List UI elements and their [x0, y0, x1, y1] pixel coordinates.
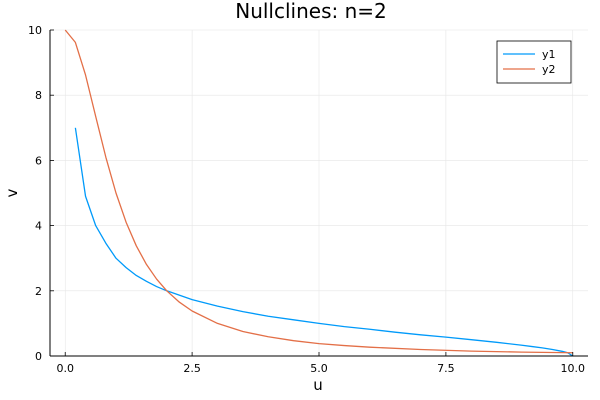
legend-box: [496, 40, 572, 84]
y-tick-label: 10: [28, 24, 42, 37]
series-line-y2: [64, 29, 573, 354]
tick-layer: 0.0 2.5 5.0 7.5 10.0 0 2 4 6 8 10: [28, 24, 585, 375]
series-layer: [64, 29, 574, 357]
y-tick-label: 6: [35, 154, 42, 167]
y-tick-label: 4: [35, 220, 42, 233]
legend-label-y1: y1: [542, 48, 556, 61]
legend-label-y2: y2: [542, 63, 556, 76]
series-line-y1: [74, 127, 574, 357]
x-tick-label: 2.5: [183, 362, 201, 375]
y-axis-label: v: [3, 188, 21, 197]
chart-title: Nullclines: n=2: [235, 0, 387, 23]
x-tick-label: 7.5: [437, 362, 455, 375]
x-tick-label: 5.0: [310, 362, 328, 375]
x-tick-label: 0.0: [56, 362, 74, 375]
y-tick-label: 2: [35, 285, 42, 298]
y-tick-label: 8: [35, 89, 42, 102]
x-tick-label: 10.0: [561, 362, 586, 375]
x-axis-label: u: [313, 376, 323, 394]
y-tick-label: 0: [35, 350, 42, 363]
